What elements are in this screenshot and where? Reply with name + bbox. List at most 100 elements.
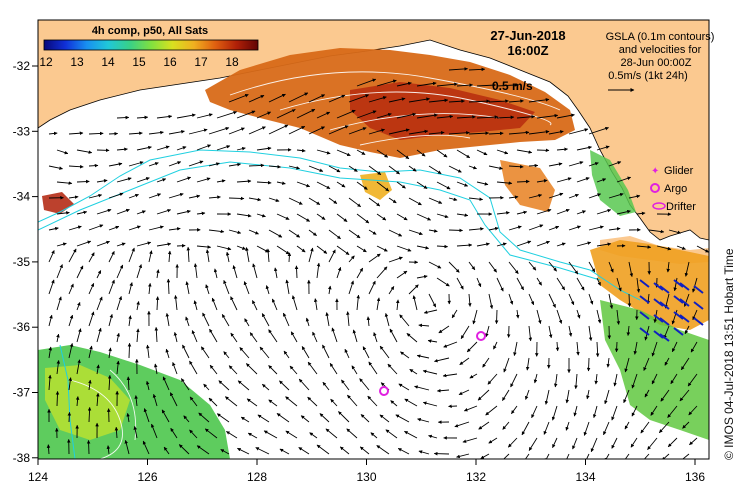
velocity-arrow — [230, 332, 238, 343]
velocity-arrow — [204, 428, 218, 439]
velocity-arrow — [126, 376, 131, 391]
velocity-arrow — [356, 245, 367, 253]
velocity-arrow — [133, 426, 138, 439]
velocity-arrow — [528, 193, 543, 199]
velocity-arrow — [296, 148, 306, 153]
velocity-arrow — [167, 250, 172, 263]
velocity-arrow — [551, 405, 558, 421]
velocity-arrow — [516, 210, 528, 215]
velocity-arrow — [287, 252, 292, 263]
velocity-arrow — [193, 300, 198, 311]
velocity-arrow — [684, 261, 690, 277]
velocity-arrow — [211, 297, 218, 311]
argo-float-1[interactable] — [476, 331, 486, 341]
velocity-arrow — [536, 179, 548, 183]
velocity-arrow — [687, 373, 698, 387]
velocity-arrow — [548, 261, 557, 272]
velocity-arrow — [596, 242, 612, 247]
velocity-arrow — [488, 293, 494, 309]
velocity-arrow — [508, 99, 524, 103]
velocity-arrow — [416, 113, 438, 119]
velocity-arrow — [476, 277, 482, 288]
velocity-arrow — [368, 361, 378, 375]
velocity-arrow — [116, 177, 132, 183]
velocity-arrow — [508, 293, 514, 305]
velocity-arrow — [414, 385, 430, 391]
velocity-arrow — [476, 181, 489, 186]
argo-float-2[interactable] — [379, 386, 389, 396]
velocity-arrow — [536, 309, 542, 324]
velocity-arrow — [596, 208, 612, 215]
velocity-arrow — [376, 112, 392, 119]
velocity-arrow — [376, 213, 387, 221]
shelf-contour-2 — [38, 161, 601, 281]
velocity-arrow — [202, 312, 210, 327]
shelf-contour-3 — [59, 344, 76, 459]
velocity-arrow — [107, 374, 112, 391]
velocity-arrow — [631, 373, 638, 389]
drifter-arrow — [693, 301, 704, 310]
velocity-arrow — [468, 197, 484, 202]
velocity-arrow — [312, 331, 318, 343]
velocity-arrow — [528, 261, 537, 271]
latitude-axis: -32 -33 -34 -35 -36 -37 -38 — [13, 59, 38, 465]
drifter-arrow — [659, 301, 670, 310]
velocity-arrow — [151, 423, 158, 439]
velocity-arrow — [670, 373, 678, 385]
colorbar-tick-label: 15 — [132, 55, 146, 69]
velocity-arrow — [108, 225, 120, 231]
velocity-arrow — [468, 227, 484, 231]
velocity-arrow — [416, 81, 437, 87]
velocity-arrow — [356, 181, 368, 190]
velocity-arrow — [136, 241, 152, 247]
velocity-arrow — [616, 309, 621, 325]
velocity-arrow — [588, 126, 609, 135]
velocity-arrow — [185, 281, 190, 295]
velocity-arrow — [436, 114, 454, 119]
lat-tick-label: -35 — [13, 255, 31, 269]
velocity-arrow — [305, 317, 310, 327]
velocity-arrow — [228, 93, 249, 103]
velocity-arrow — [606, 357, 610, 368]
velocity-arrow — [524, 389, 530, 400]
velocity-arrow — [344, 348, 350, 359]
drifter-arrow — [659, 317, 670, 326]
velocity-arrow — [328, 94, 346, 103]
velocity-arrow — [516, 240, 532, 247]
velocity-arrow — [456, 243, 473, 247]
velocity-arrow — [308, 165, 324, 172]
velocity-arrow — [565, 421, 570, 431]
velocity-arrow — [436, 277, 450, 287]
velocity-arrow — [128, 225, 141, 231]
velocity-arrow — [169, 392, 178, 407]
velocity-arrow — [193, 263, 198, 279]
velocity-arrow — [216, 413, 230, 423]
sst-colorbar — [43, 39, 259, 51]
velocity-arrow — [496, 149, 509, 155]
velocity-arrow — [485, 405, 498, 416]
velocity-arrow — [76, 210, 88, 215]
velocity-arrow — [667, 405, 678, 418]
velocity-arrow — [188, 194, 201, 199]
lat-tick-label: -32 — [13, 59, 31, 73]
velocity-arrow — [456, 115, 476, 119]
velocity-arrow — [68, 195, 79, 199]
velocity-arrow — [273, 267, 278, 279]
lon-tick-label: 124 — [28, 470, 48, 484]
drifter-arrow — [639, 327, 650, 336]
velocity-arrow — [604, 389, 610, 405]
velocity-arrow — [568, 293, 575, 306]
velocity-arrow — [248, 126, 266, 135]
lat-tick-label: -38 — [13, 451, 31, 465]
velocity-arrow — [524, 453, 530, 459]
velocity-arrow — [328, 229, 341, 240]
velocity-arrow — [244, 318, 250, 327]
velocity-arrow — [163, 446, 170, 455]
velocity-arrow — [408, 165, 417, 172]
velocity-arrow — [48, 346, 53, 359]
velocity-arrow — [329, 362, 338, 375]
velocity-arrow — [256, 180, 272, 185]
velocity-arrow — [153, 363, 158, 375]
velocity-arrow — [168, 192, 184, 199]
velocity-arrow — [552, 437, 558, 449]
